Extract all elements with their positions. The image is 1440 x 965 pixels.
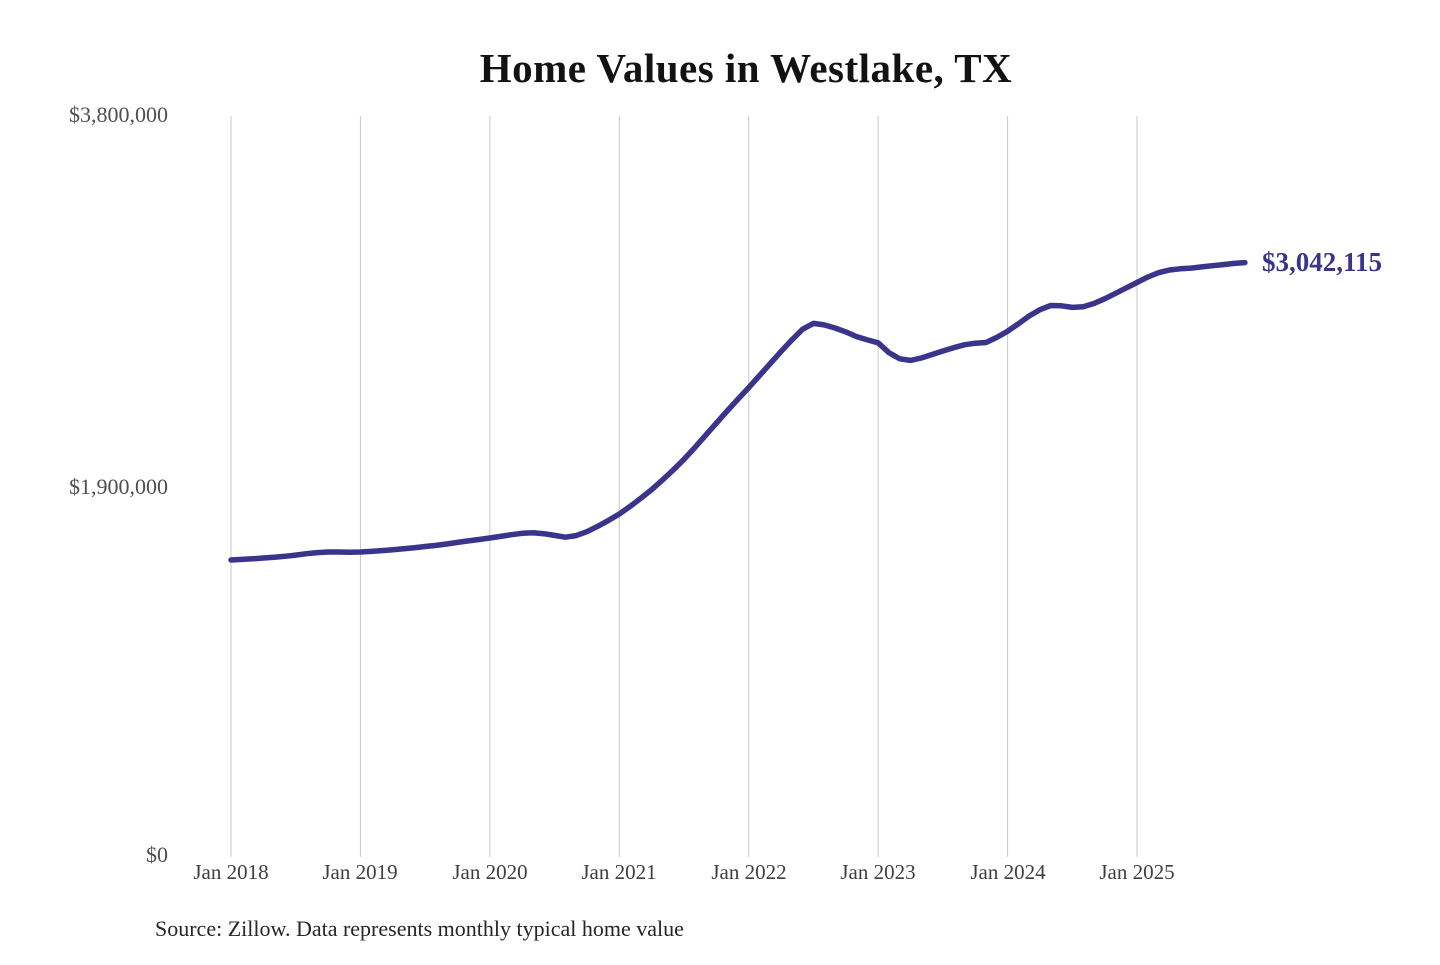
x-axis-tick-jan-2018: Jan 2018 xyxy=(193,860,269,884)
source-note: Source: Zillow. Data represents monthly … xyxy=(155,916,684,941)
y-axis-tick-3800000: $3,800,000 xyxy=(69,102,168,127)
y-axis-tick-1900000: $1,900,000 xyxy=(69,474,168,499)
end-value-label: $3,042,115 xyxy=(1262,247,1383,277)
x-axis-tick-jan-2025: Jan 2025 xyxy=(1099,860,1175,884)
x-axis-tick-jan-2023: Jan 2023 xyxy=(840,860,916,884)
x-axis-tick-jan-2019: Jan 2019 xyxy=(322,860,398,884)
x-axis-tick-jan-2021: Jan 2021 xyxy=(581,860,657,884)
chart-title: Home Values in Westlake, TX xyxy=(479,45,1013,91)
x-axis-tick-jan-2024: Jan 2024 xyxy=(970,860,1046,884)
x-axis-tick-jan-2022: Jan 2022 xyxy=(711,860,787,884)
x-axis-tick-jan-2020: Jan 2020 xyxy=(452,860,528,884)
home-value-line xyxy=(228,259,1248,563)
y-axis-tick-0: $0 xyxy=(146,842,168,867)
